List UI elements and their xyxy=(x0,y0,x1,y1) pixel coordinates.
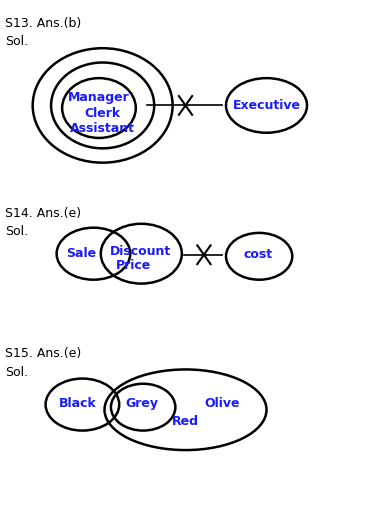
Text: Olive: Olive xyxy=(204,396,240,410)
Text: Assistant: Assistant xyxy=(70,122,135,135)
Text: Clerk: Clerk xyxy=(85,107,121,120)
Text: Sale: Sale xyxy=(67,247,97,260)
Text: Executive: Executive xyxy=(233,99,301,112)
Text: S15. Ans.(e): S15. Ans.(e) xyxy=(5,347,81,360)
Text: Price: Price xyxy=(116,259,152,271)
Text: Manager: Manager xyxy=(68,91,130,104)
Text: Sol.: Sol. xyxy=(5,225,28,238)
Text: Grey: Grey xyxy=(125,396,158,410)
Text: Sol.: Sol. xyxy=(5,35,28,48)
Text: Discount: Discount xyxy=(110,245,171,258)
Text: Red: Red xyxy=(172,415,199,428)
Text: S14. Ans.(e): S14. Ans.(e) xyxy=(5,207,81,220)
Text: S13. Ans.(b): S13. Ans.(b) xyxy=(5,17,81,30)
Text: cost: cost xyxy=(244,248,273,261)
Text: Black: Black xyxy=(59,396,97,410)
Text: Sol.: Sol. xyxy=(5,366,28,379)
